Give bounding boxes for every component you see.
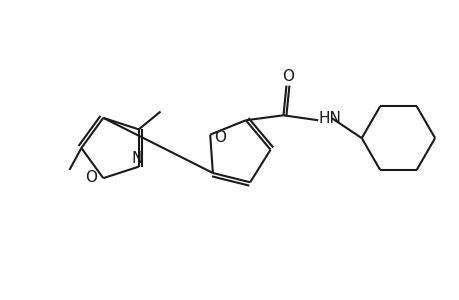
Text: O: O — [282, 69, 294, 84]
Text: O: O — [213, 130, 226, 145]
Text: N: N — [131, 151, 142, 166]
Text: O: O — [85, 170, 97, 185]
Text: HN: HN — [318, 111, 341, 126]
